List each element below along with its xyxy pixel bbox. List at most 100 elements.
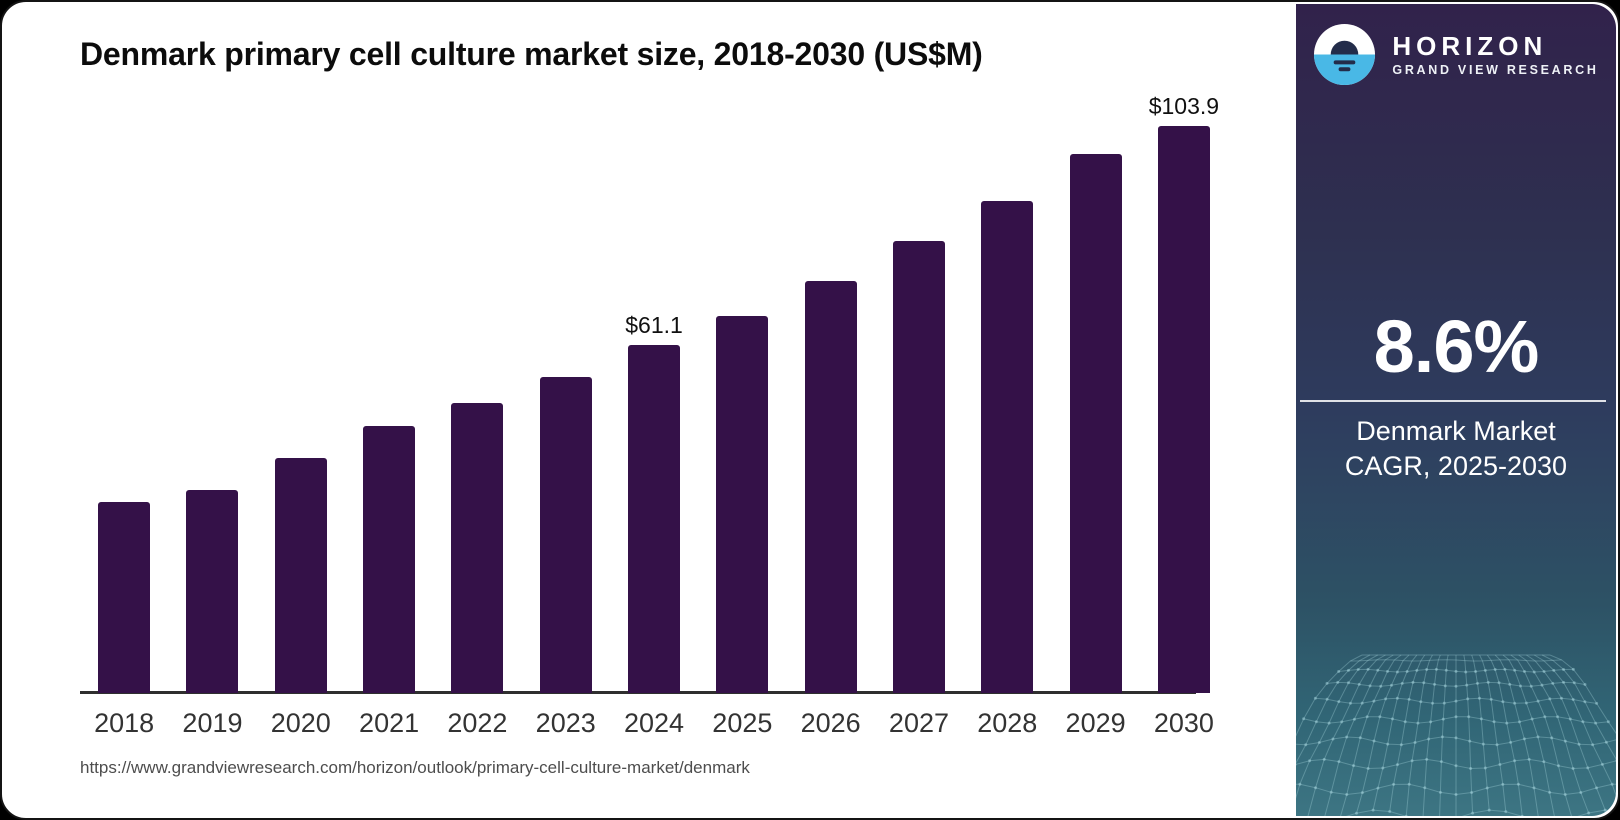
- brand: HORIZON GRAND VIEW RESEARCH: [1296, 4, 1616, 86]
- mesh-node-dot: [1366, 667, 1370, 671]
- mesh-node-dot: [1454, 669, 1458, 673]
- mesh-node-dot: [1433, 682, 1437, 686]
- cagr-value: 8.6%: [1373, 305, 1540, 388]
- mesh-line: [1356, 654, 1410, 814]
- mesh-node-dot: [1563, 739, 1567, 743]
- mesh-node-dot: [1327, 721, 1331, 725]
- bar-column-2029: 2029: [1051, 93, 1139, 738]
- mesh-node-dot: [1454, 764, 1458, 768]
- x-axis-label-2022: 2022: [447, 708, 508, 738]
- mesh-line: [1296, 654, 1363, 737]
- mesh-node-dot: [1524, 701, 1528, 705]
- mesh-node-dot: [1379, 684, 1383, 688]
- mesh-line: [1405, 654, 1433, 816]
- mesh-line: [1296, 654, 1371, 764]
- mesh-line: [1307, 654, 1386, 816]
- x-axis-label-2025: 2025: [712, 708, 773, 738]
- bar-value-label-2024: $61.1: [625, 312, 683, 338]
- mesh-node-dot: [1610, 782, 1614, 786]
- bar-2028: [981, 201, 1034, 693]
- mesh-node-dot: [1372, 739, 1376, 743]
- mesh-node-dot: [1416, 721, 1420, 725]
- mesh-node-dot: [1425, 757, 1429, 761]
- mesh-node-dot: [1331, 737, 1335, 741]
- mesh-node-dot: [1390, 683, 1393, 687]
- mesh-node-dot: [1548, 790, 1552, 794]
- mesh-node-dot: [1348, 701, 1352, 705]
- mesh-line: [1296, 654, 1378, 799]
- mesh-node-dot: [1594, 721, 1598, 725]
- mesh-node-dot: [1405, 670, 1409, 673]
- mesh-node-dot: [1481, 742, 1485, 746]
- bar-column-2030: $103.9 2030: [1140, 93, 1228, 738]
- mesh-node-dot: [1568, 717, 1572, 721]
- x-axis-label-2027: 2027: [888, 708, 949, 738]
- mesh-node-dot: [1454, 699, 1458, 703]
- bar-column-2022: 2022: [433, 93, 521, 738]
- mesh-node-dot: [1317, 741, 1321, 744]
- mesh-node-dot: [1400, 681, 1404, 685]
- mesh-node-dot: [1454, 736, 1458, 740]
- mesh-line: [1296, 736, 1616, 746]
- bar-2024: [628, 345, 681, 693]
- mesh-node-dot: [1586, 766, 1590, 770]
- mesh-node-dot: [1487, 808, 1491, 812]
- mesh-node-dot: [1529, 684, 1533, 688]
- bar-2020: [274, 458, 327, 693]
- mesh-node-dot: [1340, 720, 1344, 724]
- mesh-node-dot: [1410, 759, 1414, 763]
- mesh-node-dot: [1337, 670, 1341, 673]
- mesh-node-dot: [1346, 681, 1350, 685]
- mesh-node-dot: [1395, 696, 1399, 700]
- bar-column-2024: $61.1 2024: [610, 93, 698, 738]
- mesh-node-dot: [1551, 681, 1555, 685]
- bar-2025: [716, 316, 769, 693]
- wireframe-mesh-pattern: [1296, 654, 1616, 816]
- chart-panel: Denmark primary cell culture market size…: [2, 2, 1296, 818]
- mesh-node-dot: [1470, 791, 1474, 794]
- mesh-node-dot: [1505, 721, 1509, 725]
- mesh-node-dot: [1314, 720, 1318, 724]
- mesh-line: [1303, 716, 1609, 724]
- mesh-node-dot: [1392, 782, 1396, 786]
- mesh-node-dot: [1548, 697, 1552, 701]
- mesh-node-dot: [1467, 715, 1471, 719]
- mesh-node-dot: [1604, 740, 1608, 744]
- mesh-node-dot: [1443, 684, 1447, 688]
- mesh-node-dot: [1522, 737, 1526, 741]
- mesh-node-dot: [1595, 786, 1599, 790]
- mesh-line: [1463, 654, 1474, 814]
- mesh-node-dot: [1513, 759, 1517, 763]
- mesh-line: [1326, 681, 1586, 687]
- mesh-node-dot: [1355, 811, 1359, 815]
- mesh-line: [1296, 783, 1616, 796]
- mesh-node-dot: [1304, 743, 1308, 747]
- mesh-node-dot: [1365, 715, 1369, 719]
- mesh-line: [1471, 654, 1490, 811]
- x-axis-label-2018: 2018: [94, 708, 155, 738]
- mesh-node-dot: [1483, 668, 1487, 672]
- mesh-node-dot: [1536, 735, 1540, 739]
- mesh-node-dot: [1464, 670, 1468, 674]
- mesh-node-dot: [1522, 670, 1526, 673]
- mesh-node-dot: [1552, 668, 1556, 672]
- mesh-node-dot: [1595, 701, 1599, 705]
- mesh-node-dot: [1527, 757, 1531, 761]
- mesh-node-dot: [1474, 670, 1478, 673]
- mesh-node-dot: [1376, 668, 1380, 672]
- mesh-node-dot: [1501, 700, 1505, 704]
- mesh-node-dot: [1407, 697, 1411, 701]
- chart-title: Denmark primary cell culture market size…: [80, 36, 983, 72]
- mesh-node-dot: [1543, 715, 1547, 719]
- mesh-node-dot: [1337, 700, 1341, 704]
- x-axis-label-2023: 2023: [535, 708, 596, 738]
- mesh-node-dot: [1336, 680, 1340, 684]
- mesh-node-dot: [1465, 683, 1469, 687]
- x-axis-label-2020: 2020: [270, 708, 331, 738]
- mesh-node-dot: [1429, 720, 1433, 724]
- mesh-node-dot: [1516, 782, 1520, 786]
- mesh-node-dot: [1489, 697, 1493, 701]
- mesh-node-dot: [1308, 759, 1312, 763]
- x-axis-label-2021: 2021: [359, 708, 420, 738]
- mesh-node-dot: [1606, 720, 1610, 724]
